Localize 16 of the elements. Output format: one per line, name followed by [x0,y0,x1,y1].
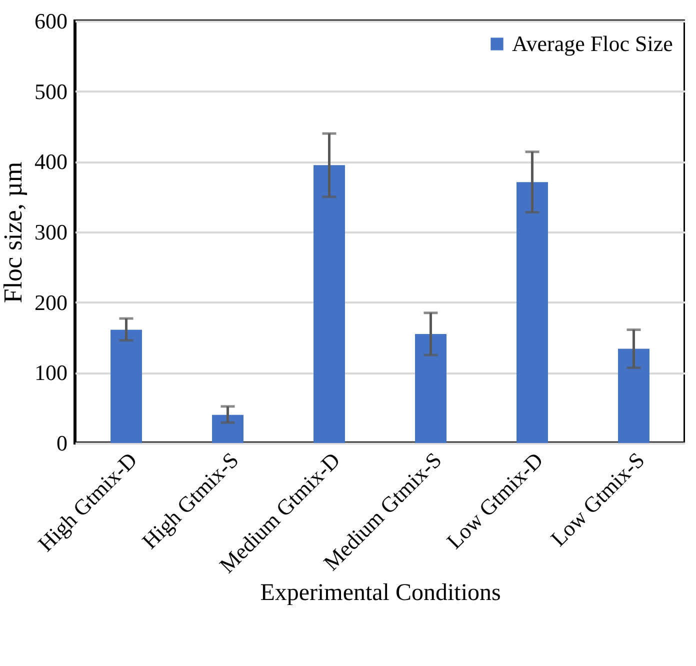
y-tick-label: 500 [34,78,68,104]
legend-label: Average Floc Size [512,31,673,56]
y-tick-label: 200 [34,290,68,315]
y-tick-label: 600 [34,8,68,34]
y-axis-title: Floc size, µm [0,162,28,304]
y-tick-label: 0 [56,430,68,456]
bar [415,334,446,443]
bar [516,182,548,443]
y-tick-label: 400 [34,149,68,174]
x-axis-title: Experimental Conditions [260,580,501,606]
y-tick-label: 300 [34,220,68,244]
bar [110,330,142,443]
bar [314,165,345,443]
bar [212,414,244,443]
y-tick-label: 100 [34,360,68,386]
bar [618,348,650,443]
